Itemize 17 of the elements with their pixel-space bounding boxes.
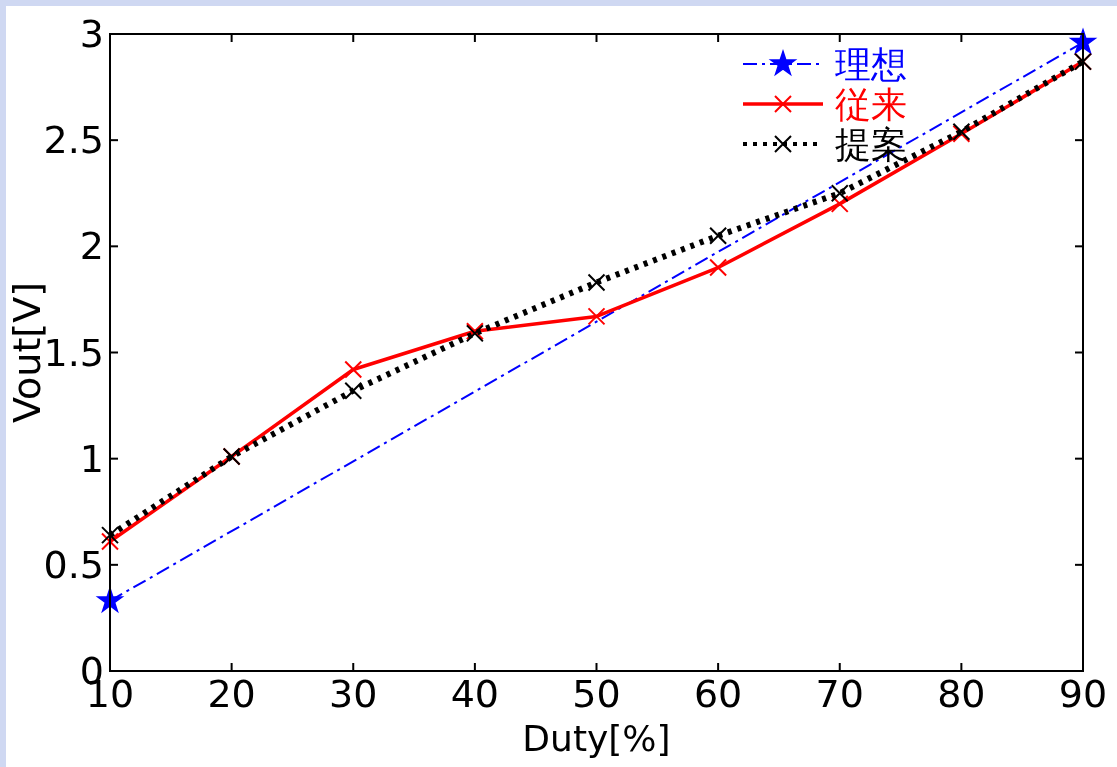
y-tick-label: 0.5 <box>43 542 104 587</box>
x-tick-label: 20 <box>207 672 256 716</box>
x-tick-label: 60 <box>693 672 743 716</box>
legend-label: 理想 <box>835 44 907 85</box>
legend-label: 提案 <box>835 124 907 165</box>
y-tick-label: 3 <box>79 12 104 56</box>
x-axis-title: Duty[%] <box>522 718 671 759</box>
x-tick-label: 90 <box>1058 672 1108 716</box>
y-tick-label: 2.5 <box>43 118 104 163</box>
x-tick-label: 40 <box>450 672 500 716</box>
x-tick-label: 30 <box>329 672 378 716</box>
x-tick-label: 70 <box>815 672 864 716</box>
x-tick-label: 50 <box>572 672 621 716</box>
y-tick-label: 2 <box>79 224 104 269</box>
x-tick-label: 80 <box>937 672 986 716</box>
y-tick-label: 1 <box>79 436 104 481</box>
legend-label: 従来 <box>835 84 907 125</box>
